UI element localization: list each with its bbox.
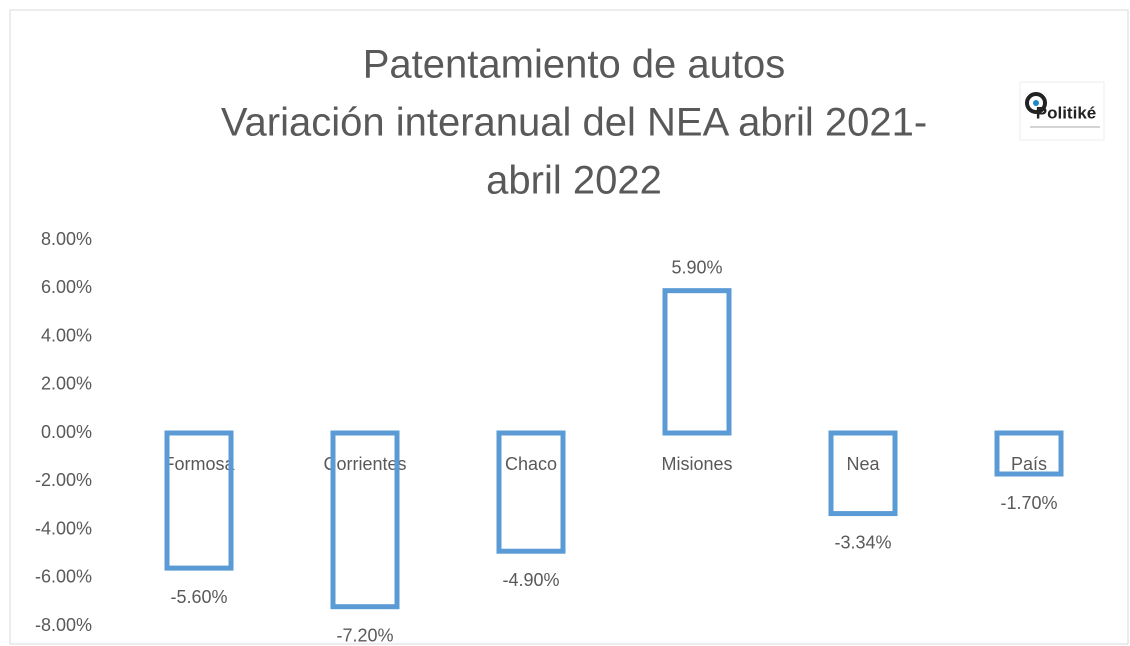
data-label: -5.60% bbox=[170, 587, 227, 607]
chart-title: Patentamiento de autos bbox=[363, 43, 786, 87]
logo-icon bbox=[1025, 92, 1047, 114]
data-label: -4.90% bbox=[502, 570, 559, 590]
data-label: 5.90% bbox=[671, 257, 722, 277]
y-tick-label: -2.00% bbox=[35, 470, 92, 490]
bar bbox=[330, 430, 400, 610]
chart-title: Variación interanual del NEA abril 2021- bbox=[221, 101, 927, 145]
bar bbox=[164, 430, 234, 571]
y-tick-label: 4.00% bbox=[41, 325, 92, 345]
x-tick-label: Formosa bbox=[163, 454, 235, 474]
chart-title: abril 2022 bbox=[486, 159, 662, 203]
y-tick-label: 2.00% bbox=[41, 374, 92, 394]
y-tick-label: 8.00% bbox=[41, 229, 92, 249]
data-label: -7.20% bbox=[336, 625, 393, 645]
data-label: -3.34% bbox=[834, 532, 891, 552]
chart-border bbox=[9, 9, 1129, 645]
y-tick-label: -8.00% bbox=[35, 615, 92, 635]
x-tick-label: País bbox=[1011, 454, 1047, 474]
data-label: -1.70% bbox=[1000, 493, 1057, 513]
logo-dot bbox=[1033, 100, 1039, 106]
y-tick-label: 6.00% bbox=[41, 277, 92, 297]
bar bbox=[994, 430, 1064, 477]
y-tick-label: 0.00% bbox=[41, 422, 92, 442]
logo: Politiké bbox=[1019, 81, 1105, 141]
logo-text: Politiké bbox=[1036, 103, 1096, 122]
x-tick-label: Misiones bbox=[661, 454, 732, 474]
bar bbox=[496, 430, 566, 554]
y-tick-label: -4.00% bbox=[35, 518, 92, 538]
x-tick-label: Chaco bbox=[505, 454, 557, 474]
x-tick-label: Nea bbox=[846, 454, 880, 474]
x-tick-label: Corrientes bbox=[323, 454, 406, 474]
bar bbox=[828, 430, 898, 517]
y-tick-label: -6.00% bbox=[35, 567, 92, 587]
bar bbox=[662, 288, 732, 436]
